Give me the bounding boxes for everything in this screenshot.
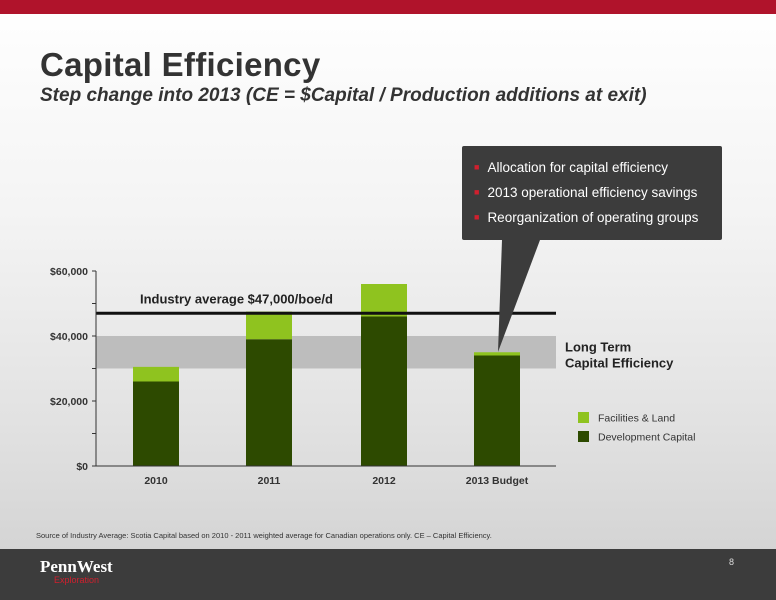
bar-facilities-land: [133, 366, 179, 382]
callout-box: ■ Allocation for capital efficiency ■ 2013…: [462, 146, 722, 240]
callout-bullet: ■ Reorganization of operating groups: [474, 210, 699, 225]
bar-facilities-land: [361, 284, 407, 317]
source-note: Source of Industry Average: Scotia Capit…: [36, 531, 492, 540]
company-logo-sub: Exploration: [54, 575, 100, 585]
top-accent-bar: [0, 0, 776, 14]
callout-pointer: [498, 240, 540, 352]
x-tick-label: 2010: [144, 475, 168, 487]
y-tick-label: $60,000: [50, 266, 88, 278]
legend-label: Development Capital: [598, 432, 695, 444]
callout-bullet: ■ Allocation for capital efficiency: [474, 160, 669, 175]
company-logo: PennWest: [40, 557, 113, 576]
x-tick-label: 2011: [258, 475, 281, 487]
y-tick-label: $0: [76, 461, 88, 473]
x-tick-label: 2012: [372, 475, 396, 487]
legend-label: Facilities & Land: [598, 413, 675, 425]
industry-average-label: Industry average $47,000/boe/d: [140, 291, 333, 306]
callout-bullet: ■ 2013 operational efficiency savings: [474, 185, 698, 200]
page-number: 8: [729, 557, 735, 567]
slide-subtitle: Step change into 2013 (CE = $Capital / P…: [40, 85, 647, 106]
legend-swatch: [578, 431, 589, 442]
footer-bar: [0, 549, 776, 600]
bar-development-capital: [246, 339, 292, 466]
bar-facilities-land: [246, 311, 292, 340]
bar-development-capital: [361, 316, 407, 466]
y-tick-label: $20,000: [50, 396, 88, 408]
bar-facilities-land: [474, 352, 520, 356]
band-label-line1: Long Term: [565, 339, 631, 354]
legend-swatch: [578, 412, 589, 423]
x-tick-label: 2013 Budget: [466, 475, 529, 487]
band-label-line2: Capital Efficiency: [565, 355, 674, 370]
bar-development-capital: [133, 381, 179, 466]
bar-development-capital: [474, 355, 520, 466]
slide-title: Capital Efficiency: [40, 46, 321, 83]
y-tick-label: $40,000: [50, 331, 88, 343]
